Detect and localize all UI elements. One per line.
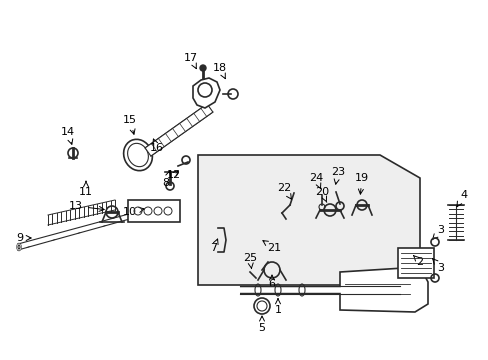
Text: 4: 4: [456, 190, 467, 207]
PathPatch shape: [145, 104, 212, 156]
Text: 25: 25: [243, 253, 257, 269]
Text: 12: 12: [166, 170, 181, 180]
Text: 15: 15: [123, 115, 137, 134]
Ellipse shape: [17, 243, 21, 251]
Text: 11: 11: [79, 181, 93, 197]
Text: 16: 16: [150, 139, 163, 153]
Text: 5: 5: [258, 316, 265, 333]
Polygon shape: [193, 78, 220, 108]
Text: 6: 6: [268, 275, 275, 289]
Text: 9: 9: [17, 233, 31, 243]
Text: 10: 10: [123, 207, 144, 217]
Text: 14: 14: [61, 127, 75, 144]
Text: 23: 23: [330, 167, 345, 184]
Text: 3: 3: [432, 259, 444, 273]
Bar: [397, 248, 433, 278]
Text: 19: 19: [354, 173, 368, 194]
Text: 21: 21: [263, 240, 281, 253]
Bar: [128, 200, 180, 222]
Text: 20: 20: [314, 187, 328, 202]
Circle shape: [200, 65, 205, 71]
Ellipse shape: [18, 244, 20, 250]
Text: 7: 7: [210, 239, 218, 253]
Polygon shape: [339, 267, 427, 312]
Text: 3: 3: [432, 225, 444, 239]
Text: 22: 22: [276, 183, 291, 199]
Text: 17: 17: [183, 53, 198, 69]
Text: 2: 2: [413, 256, 423, 267]
Text: 24: 24: [308, 173, 323, 189]
Polygon shape: [198, 155, 419, 285]
Text: 8: 8: [162, 171, 170, 188]
Text: 1: 1: [274, 299, 281, 315]
Text: 18: 18: [212, 63, 226, 79]
Text: 13: 13: [69, 201, 104, 211]
